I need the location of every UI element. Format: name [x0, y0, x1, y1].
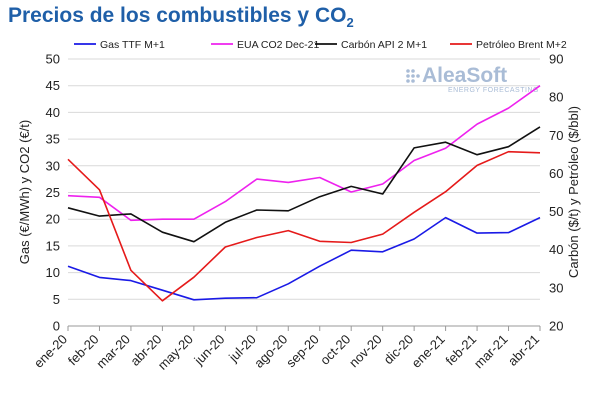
y-right-tick-label: 50 — [549, 204, 563, 219]
legend: Gas TTF M+1 EUA CO2 Dec-21 Carbón API 2 M+… — [74, 39, 567, 51]
x-tick-label: jun-20 — [191, 332, 228, 369]
aleasoft-logo: AleaSoft ENERGY FORECASTING — [406, 64, 539, 94]
axes — [67, 325, 541, 331]
y-left-tick-label: 35 — [46, 132, 60, 147]
y-left-tick-label: 5 — [53, 292, 60, 307]
gridlines — [68, 58, 540, 327]
legend-label: Gas TTF M+1 — [100, 39, 165, 51]
y-right-tick-label: 90 — [549, 52, 563, 67]
y-right-tick-label: 20 — [549, 319, 563, 334]
series-line-gas-ttf-m-1 — [67, 216, 541, 301]
x-tick-label: ago-20 — [251, 332, 290, 371]
x-tick-label: may-20 — [155, 332, 196, 373]
logo-tagline: ENERGY FORECASTING — [448, 87, 539, 94]
y-left-tick-label: 20 — [46, 212, 60, 227]
y-left-tick-label: 45 — [46, 78, 60, 93]
x-tick-label: nov-20 — [346, 332, 385, 371]
y-right-tick-label: 70 — [549, 128, 563, 143]
series-line-carb-n-api-2-m-1 — [67, 126, 541, 243]
logo-dots-icon — [406, 69, 420, 83]
x-tick-label: ene-21 — [408, 332, 447, 371]
legend-label: Petróleo Brent M+2 — [476, 39, 567, 51]
y-left-tick-label: 15 — [46, 238, 60, 253]
series-line-eua-co2-dec-21 — [67, 85, 541, 222]
y-right-tick-label: 30 — [549, 280, 563, 295]
x-tick-label: mar-21 — [471, 332, 511, 372]
x-tick-label: ene-20 — [31, 332, 70, 371]
y-left-tick-label: 25 — [46, 185, 60, 200]
series-lines — [67, 85, 541, 302]
legend-label: Carbón API 2 M+1 — [341, 39, 427, 51]
chart-title: Precios de los combustibles y CO2 — [8, 4, 354, 31]
y-right-tick-label: 40 — [549, 242, 563, 257]
y-left-tick-label: 0 — [53, 319, 60, 334]
y-left-tick-label: 40 — [46, 105, 60, 120]
legend-label: EUA CO2 Dec-21 — [237, 39, 319, 51]
y-left-tick-label: 30 — [46, 158, 60, 173]
x-tick-label: sep-20 — [283, 332, 322, 371]
y-axis-label-right: Carbón ($/t) y Petróleo ($/bbl) — [566, 106, 581, 278]
y-right-tick-label: 60 — [549, 166, 563, 181]
y-left-tick-label: 10 — [46, 265, 60, 280]
x-tick-label: abr-21 — [505, 332, 542, 369]
y-axis-label-left: Gas (€/MWh) y CO2 (€/t) — [17, 120, 32, 264]
x-tick-label: mar-20 — [93, 332, 133, 372]
y-right-tick-label: 80 — [549, 90, 563, 105]
logo-name: AleaSoft — [422, 64, 507, 87]
series-line-petr-leo-brent-m-2 — [67, 150, 541, 302]
tick-labels: 0 5 10 15 20 25 30 35 40 45 50 20 30 40 50 60 70 80 90 ene-… — [31, 52, 564, 373]
y-left-tick-label: 50 — [46, 52, 60, 67]
